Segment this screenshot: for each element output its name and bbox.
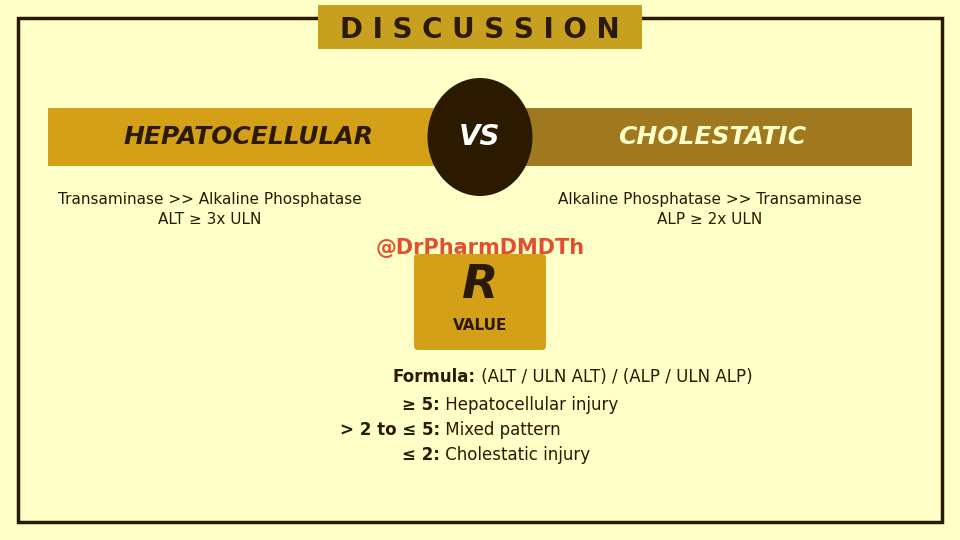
FancyBboxPatch shape: [318, 5, 642, 49]
Text: VALUE: VALUE: [453, 318, 507, 333]
Text: Cholestatic injury: Cholestatic injury: [440, 446, 590, 464]
Text: ALP ≥ 2x ULN: ALP ≥ 2x ULN: [658, 212, 762, 227]
Text: R: R: [462, 262, 498, 307]
Text: D I S C U S S I O N: D I S C U S S I O N: [340, 16, 620, 44]
Text: Hepatocellular injury: Hepatocellular injury: [440, 396, 618, 414]
Text: ≤ 2:: ≤ 2:: [402, 446, 440, 464]
FancyBboxPatch shape: [48, 108, 448, 166]
Text: VS: VS: [459, 123, 501, 151]
Text: (ALT / ULN ALT) / (ALP / ULN ALP): (ALT / ULN ALT) / (ALP / ULN ALP): [476, 368, 753, 386]
Ellipse shape: [427, 78, 533, 196]
FancyBboxPatch shape: [512, 108, 912, 166]
Text: HEPATOCELLULAR: HEPATOCELLULAR: [123, 125, 373, 149]
Text: Formula:: Formula:: [393, 368, 476, 386]
Text: ≥ 5:: ≥ 5:: [402, 396, 440, 414]
Text: CHOLESTATIC: CHOLESTATIC: [618, 125, 806, 149]
Text: > 2 to ≤ 5:: > 2 to ≤ 5:: [340, 421, 440, 439]
Text: ALT ≥ 3x ULN: ALT ≥ 3x ULN: [158, 212, 262, 227]
FancyBboxPatch shape: [414, 254, 546, 350]
Text: @DrPharmDMDTh: @DrPharmDMDTh: [375, 238, 585, 258]
Text: Transaminase >> Alkaline Phosphatase: Transaminase >> Alkaline Phosphatase: [59, 192, 362, 207]
Text: Mixed pattern: Mixed pattern: [440, 421, 561, 439]
Text: Alkaline Phosphatase >> Transaminase: Alkaline Phosphatase >> Transaminase: [558, 192, 862, 207]
